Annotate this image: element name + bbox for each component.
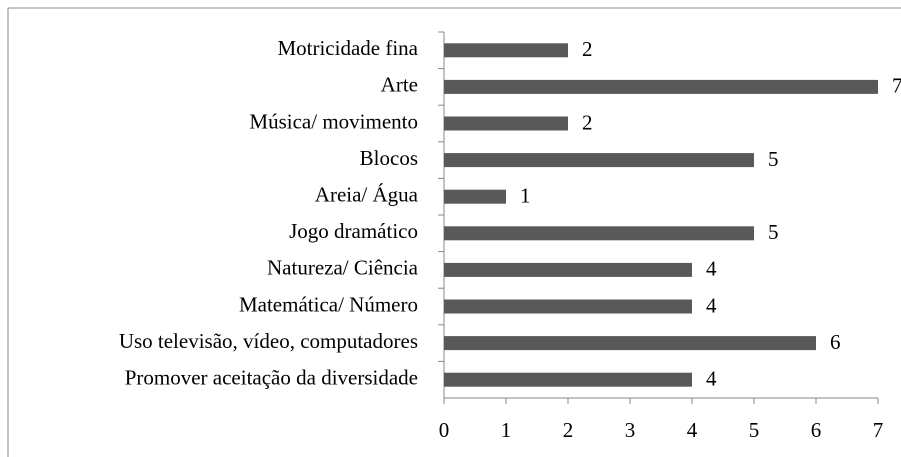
value-label: 1 (520, 184, 531, 208)
y-tick-label: Areia/ Água (315, 183, 419, 207)
bar (444, 336, 816, 351)
x-tick-label: 7 (873, 418, 884, 442)
bar (444, 372, 692, 387)
bar (444, 116, 568, 131)
y-tick-label: Jogo dramático (289, 219, 418, 243)
x-tick-label: 6 (811, 418, 822, 442)
value-label: 7 (892, 74, 901, 98)
value-label: 4 (706, 293, 717, 317)
x-tick-label: 5 (749, 418, 760, 442)
y-tick-label: Promover aceitação da diversidade (125, 366, 418, 390)
x-tick-label: 1 (501, 418, 512, 442)
bar (444, 43, 568, 58)
bar (444, 299, 692, 314)
bar (444, 262, 692, 277)
value-label: 2 (582, 110, 593, 134)
value-label: 5 (768, 147, 779, 171)
value-label: 4 (706, 367, 717, 391)
y-tick-label: Música/ movimento (249, 109, 418, 133)
y-tick-label: Uso televisão, vídeo, computadores (119, 329, 418, 353)
y-tick-label: Natureza/ Ciência (267, 256, 419, 280)
y-tick-label: Matemática/ Número (239, 292, 418, 316)
x-tick-label: 2 (563, 418, 574, 442)
value-label: 4 (706, 257, 717, 281)
y-tick-label: Blocos (360, 146, 418, 170)
x-tick-label: 3 (625, 418, 636, 442)
bar (444, 189, 506, 204)
value-label: 2 (582, 37, 593, 61)
y-tick-label: Arte (381, 73, 418, 97)
bar (444, 226, 754, 241)
value-label: 6 (830, 330, 841, 354)
x-tick-label: 0 (439, 418, 450, 442)
y-tick-label: Motricidade fina (277, 36, 418, 60)
bar (444, 79, 878, 94)
bar (444, 153, 754, 168)
value-label: 5 (768, 220, 779, 244)
x-tick-label: 4 (687, 418, 698, 442)
